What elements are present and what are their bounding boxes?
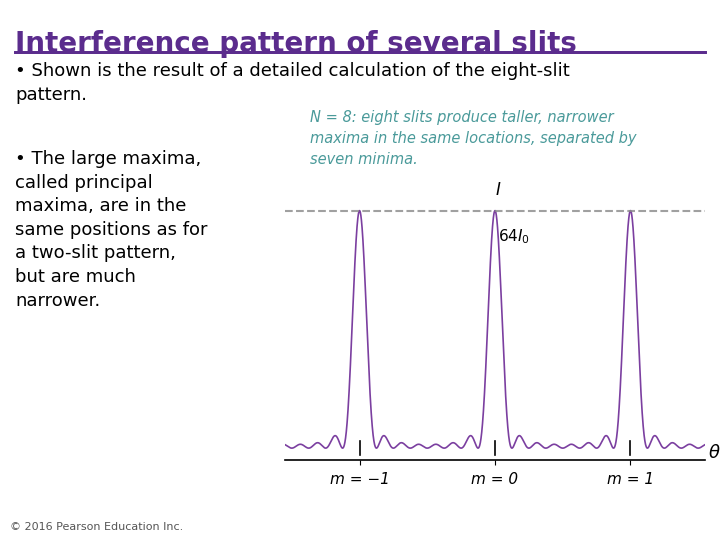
Text: • The large maxima,
called principal
maxima, are in the
same positions as for
a : • The large maxima, called principal max… — [15, 150, 207, 309]
Text: N = 8: eight slits produce taller, narrower
maxima in the same locations, separa: N = 8: eight slits produce taller, narro… — [310, 110, 636, 167]
Text: I: I — [495, 181, 500, 199]
Text: Interference pattern of several slits: Interference pattern of several slits — [15, 30, 577, 58]
Text: $64I_0$: $64I_0$ — [498, 227, 530, 246]
Text: m = 0: m = 0 — [472, 472, 518, 487]
Text: m = −1: m = −1 — [330, 472, 390, 487]
Text: m = 1: m = 1 — [607, 472, 654, 487]
Text: © 2016 Pearson Education Inc.: © 2016 Pearson Education Inc. — [10, 522, 184, 532]
Text: • Shown is the result of a detailed calculation of the eight-slit
pattern.: • Shown is the result of a detailed calc… — [15, 62, 570, 104]
Text: $\theta$: $\theta$ — [708, 444, 720, 462]
